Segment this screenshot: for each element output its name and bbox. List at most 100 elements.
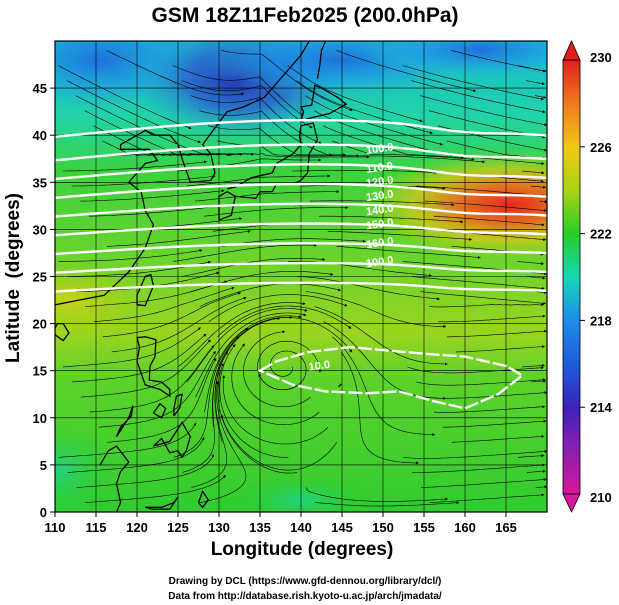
streamline	[173, 243, 317, 262]
streamline	[199, 283, 342, 307]
streamline	[305, 487, 449, 502]
streamline	[535, 290, 547, 294]
streamline	[539, 200, 547, 204]
x-tick-label: 130	[208, 520, 230, 535]
streamline	[204, 315, 302, 413]
colorbar-tick-label: 226	[590, 140, 612, 155]
streamline	[231, 343, 320, 426]
credit-dcl: Drawing by DCL (https://www.gfd-dennou.o…	[169, 576, 442, 587]
colorbar-tick-label: 218	[590, 313, 612, 328]
streamline	[336, 246, 481, 259]
streamline	[287, 65, 423, 123]
streamline	[62, 160, 207, 172]
streamline	[531, 379, 547, 383]
streamline	[314, 306, 448, 366]
streamline	[314, 501, 460, 507]
streamline	[226, 317, 353, 353]
contour-closed	[257, 345, 525, 410]
streamline	[177, 301, 306, 368]
streamline	[336, 50, 477, 93]
contour-line	[55, 222, 547, 237]
contour-line	[55, 281, 547, 293]
x-tick-label: 140	[290, 520, 312, 535]
streamline	[226, 153, 370, 159]
streamline	[221, 238, 366, 247]
contour-line	[55, 163, 547, 181]
heatmap-field	[55, 41, 547, 512]
streamline	[429, 493, 545, 503]
streamline	[66, 80, 201, 143]
streamline	[429, 303, 545, 308]
streamline	[204, 206, 349, 217]
streamline	[447, 329, 547, 338]
streamline	[186, 174, 331, 187]
streamline	[517, 261, 544, 266]
streamline	[219, 344, 289, 458]
contour-label: 110.0	[365, 160, 393, 176]
streamline	[214, 317, 281, 443]
streamline	[411, 80, 546, 114]
streamline	[407, 366, 544, 374]
colorbar-tick-label: 214	[590, 400, 612, 415]
streamline	[84, 110, 221, 156]
streamline	[287, 261, 432, 277]
streamline	[80, 189, 225, 202]
y-tick-label: 40	[33, 128, 47, 143]
contour-line	[55, 261, 547, 274]
streamline	[535, 485, 547, 489]
x-axis: 110 115 120 125 130 135 140 145 150 155 160 165	[45, 512, 517, 535]
colorbar-tick-label: 210	[590, 490, 612, 505]
coastline	[99, 445, 130, 512]
streamline	[217, 363, 298, 474]
streamline	[71, 174, 216, 187]
streamline	[420, 291, 547, 305]
streamline	[411, 276, 545, 290]
streamline	[93, 286, 235, 322]
x-tick-label: 165	[495, 520, 517, 535]
streamline	[186, 308, 308, 383]
streamline	[442, 419, 547, 428]
y-tick-label: 5	[40, 458, 47, 473]
colorbar-tick-label: 222	[590, 227, 612, 242]
streamline	[172, 65, 304, 116]
streamline	[332, 336, 436, 437]
streamline	[433, 215, 545, 227]
x-tick-label: 125	[167, 520, 189, 535]
streamline	[217, 305, 352, 338]
contour-label: 100.0	[365, 254, 394, 270]
contour-label: 160.0	[365, 235, 394, 251]
coastline	[338, 383, 342, 388]
colorbar-ticks: 210 214 218 222 226 230	[580, 50, 612, 505]
y-tick-label: 45	[33, 81, 47, 96]
y-tick-label: 20	[33, 317, 47, 332]
streamline	[517, 454, 545, 458]
streamline	[58, 422, 197, 458]
streamline	[340, 351, 419, 465]
streamline	[107, 357, 217, 443]
grid-lines	[55, 41, 547, 512]
streamline	[85, 474, 227, 503]
x-tick-label: 115	[86, 520, 107, 535]
streamline	[402, 65, 544, 101]
streamline	[438, 314, 546, 323]
streamline	[208, 125, 347, 157]
streamline	[199, 110, 333, 157]
streamline	[296, 276, 440, 301]
x-tick-label: 120	[126, 520, 148, 535]
coastline	[152, 421, 192, 459]
streamline	[416, 378, 546, 386]
streamline	[195, 312, 307, 398]
streamline	[424, 200, 547, 212]
streamline	[76, 454, 215, 488]
streamline	[305, 95, 443, 146]
contour-line	[55, 119, 547, 138]
height-contours	[55, 119, 547, 410]
contour-line	[55, 143, 547, 162]
streamline	[106, 229, 251, 247]
streamline	[243, 330, 311, 408]
streamline	[420, 95, 547, 127]
streamline	[106, 50, 245, 96]
streamline	[173, 327, 249, 458]
contour-line	[55, 202, 547, 218]
